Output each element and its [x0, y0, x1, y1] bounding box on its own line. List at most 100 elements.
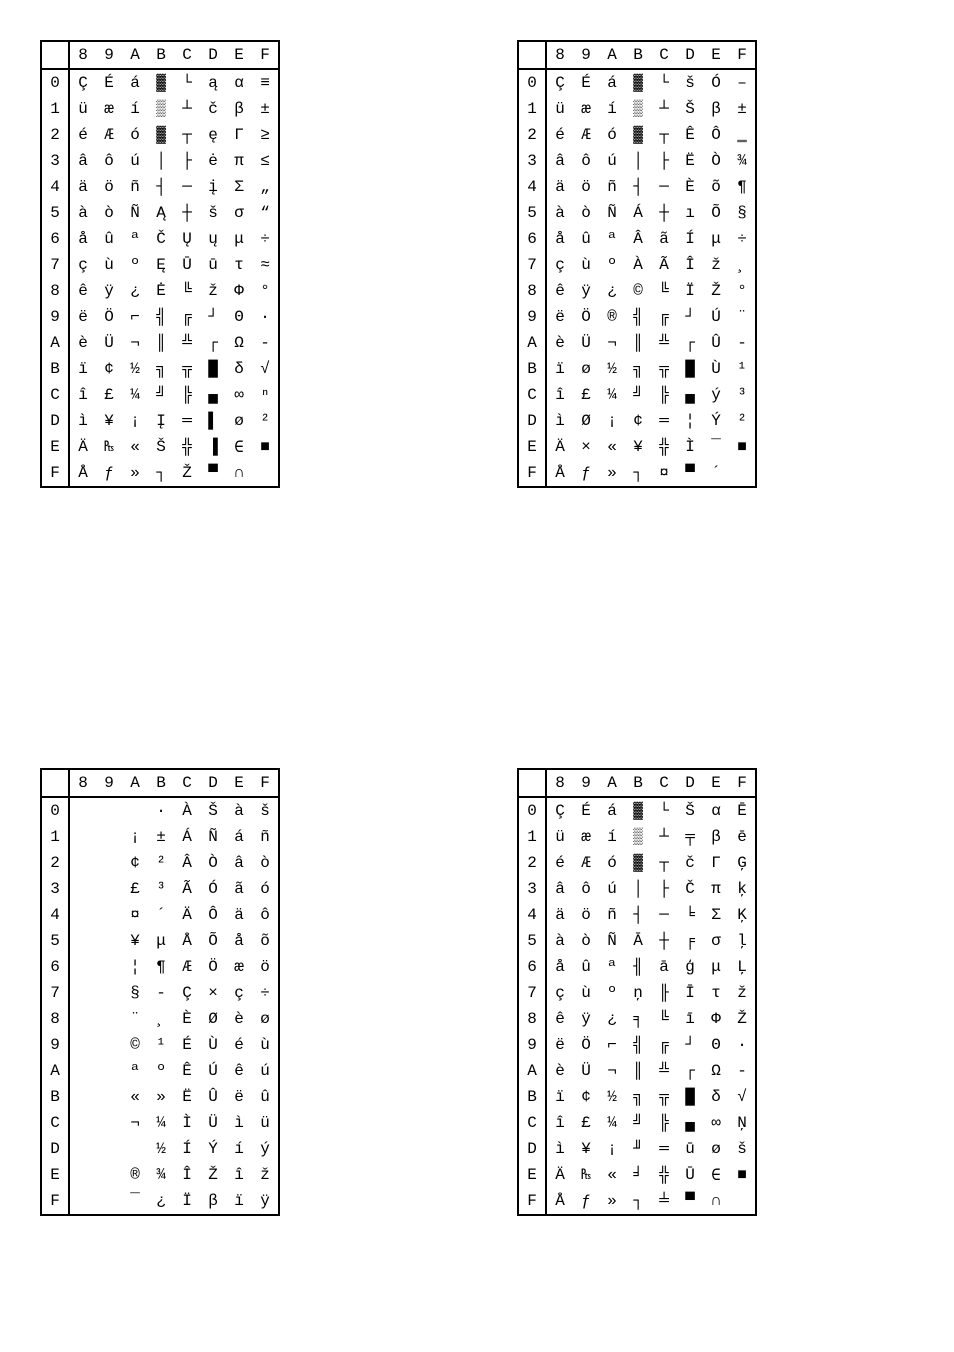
cell: -	[729, 1058, 756, 1084]
cell: Ï	[174, 1188, 200, 1215]
cell: Ô	[200, 902, 226, 928]
cell: Φ	[226, 278, 252, 304]
cell: –	[729, 69, 756, 96]
row-header: F	[41, 1188, 69, 1215]
cell: Ì	[677, 434, 703, 460]
cell	[96, 954, 122, 980]
row-header: B	[518, 1084, 546, 1110]
cell: Ò	[703, 148, 729, 174]
cell: ©	[625, 278, 651, 304]
cell: ÿ	[573, 1006, 599, 1032]
cell: ú	[599, 876, 625, 902]
cell: ò	[96, 200, 122, 226]
cell: ─	[651, 174, 677, 200]
row-header: A	[518, 1058, 546, 1084]
col-header: 9	[96, 41, 122, 69]
cell: ô	[96, 148, 122, 174]
cell	[96, 1136, 122, 1162]
col-header: C	[651, 41, 677, 69]
cell: ó	[122, 122, 148, 148]
cell: ▀	[200, 460, 226, 487]
cell: Õ	[703, 200, 729, 226]
cell: à	[226, 797, 252, 824]
row-header: 6	[518, 954, 546, 980]
table-top-right: 89ABCDEF0ÇÉá▓└šÓ–1üæí▒┴Šβ±2éÆó▓┬ÊÔ‗3âôú│…	[517, 40, 757, 488]
cell: ±	[252, 96, 279, 122]
cell: Å	[69, 460, 96, 487]
cell: Á	[625, 200, 651, 226]
cell: É	[573, 797, 599, 824]
cell: š	[729, 1136, 756, 1162]
row-header: E	[41, 1162, 69, 1188]
row-header: 9	[518, 304, 546, 330]
cell: ╗	[625, 1084, 651, 1110]
cell	[69, 1188, 96, 1215]
cell: ┘	[677, 304, 703, 330]
col-header: F	[252, 769, 279, 797]
cell: ¯	[703, 434, 729, 460]
cell: î	[69, 382, 96, 408]
cell: ū	[677, 1136, 703, 1162]
col-header: D	[200, 769, 226, 797]
cell: ù	[573, 980, 599, 1006]
cell: ý	[252, 1136, 279, 1162]
cell: ├	[651, 876, 677, 902]
cell: ´	[148, 902, 174, 928]
cell: À	[625, 252, 651, 278]
cell: í	[599, 824, 625, 850]
cell: Î	[174, 1162, 200, 1188]
cell: ╝	[625, 1110, 651, 1136]
cell: ■	[252, 434, 279, 460]
cell: ²	[252, 408, 279, 434]
row-header: 2	[41, 850, 69, 876]
cell: ┼	[174, 200, 200, 226]
cell: ò	[252, 850, 279, 876]
cell: Ā	[625, 928, 651, 954]
cell: ÷	[252, 980, 279, 1006]
cell: ¼	[599, 382, 625, 408]
cell: ┐	[148, 460, 174, 487]
cell: ┐	[625, 460, 651, 487]
cell: â	[546, 148, 573, 174]
cell: █	[200, 356, 226, 382]
cell	[69, 980, 96, 1006]
col-header: A	[122, 41, 148, 69]
cell: -	[252, 330, 279, 356]
cell: Ù	[703, 356, 729, 382]
cell: Ž	[729, 1006, 756, 1032]
cell: ê	[546, 278, 573, 304]
cell: ¨	[729, 304, 756, 330]
cell: ╚	[651, 1006, 677, 1032]
cell: Æ	[96, 122, 122, 148]
cell: √	[252, 356, 279, 382]
cell: »	[599, 1188, 625, 1215]
cell	[69, 876, 96, 902]
cell: ╩	[651, 1058, 677, 1084]
cell: ┌	[677, 1058, 703, 1084]
cell: Â	[625, 226, 651, 252]
cell: ¿	[122, 278, 148, 304]
cell: ≥	[252, 122, 279, 148]
cell: Ë	[174, 1084, 200, 1110]
cell: ž	[200, 278, 226, 304]
col-header: E	[226, 41, 252, 69]
cell: ė	[200, 148, 226, 174]
cell: Ö	[573, 304, 599, 330]
cell: δ	[226, 356, 252, 382]
cell: Ú	[703, 304, 729, 330]
cell: á	[226, 824, 252, 850]
cell: ■	[729, 1162, 756, 1188]
cell: ║	[625, 330, 651, 356]
cell	[96, 1162, 122, 1188]
cell: ═	[174, 408, 200, 434]
cell: ¼	[148, 1110, 174, 1136]
cell: À	[174, 797, 200, 824]
row-header: 9	[41, 304, 69, 330]
cell	[69, 850, 96, 876]
cell: ╕	[625, 1006, 651, 1032]
cell: ╔	[174, 304, 200, 330]
cell: ö	[573, 174, 599, 200]
cell: ─	[174, 174, 200, 200]
cell: Ž	[174, 460, 200, 487]
cell: ╔	[651, 1032, 677, 1058]
